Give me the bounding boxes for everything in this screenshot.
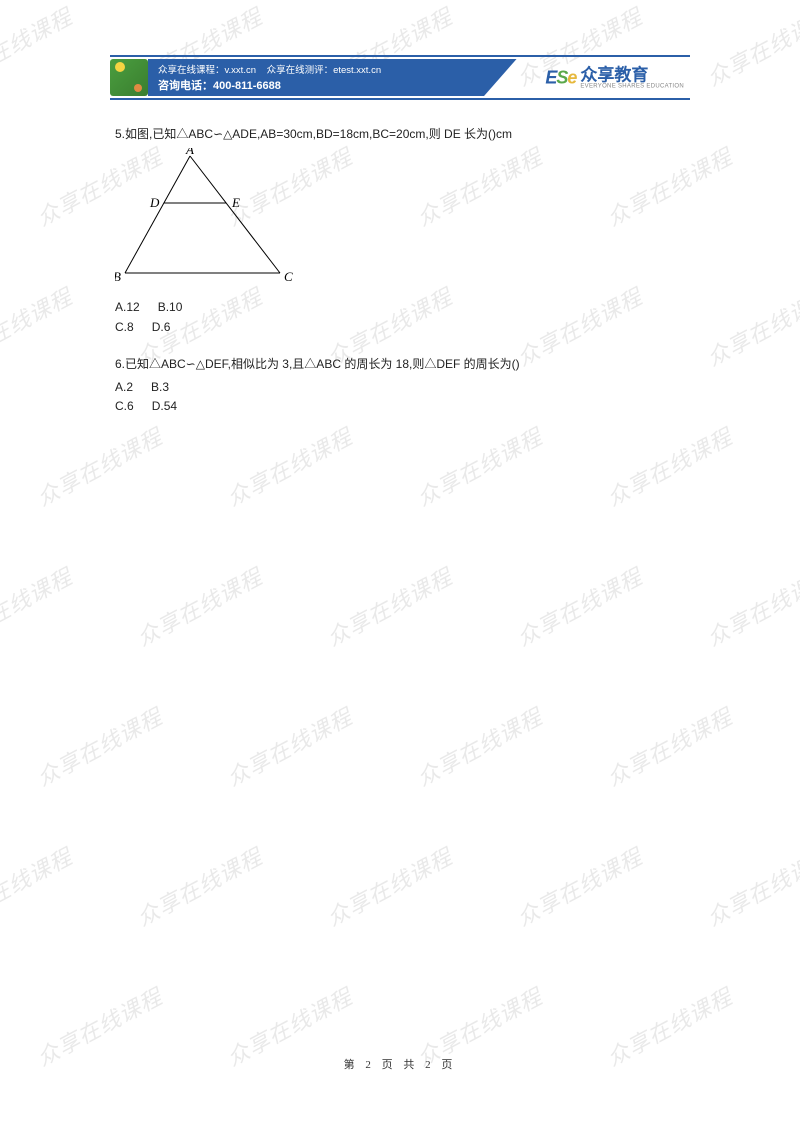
watermark-text: 众享在线课程	[411, 699, 548, 792]
svg-text:B: B	[115, 269, 121, 284]
watermark-text: 众享在线课程	[131, 839, 268, 932]
q6-options-row2: C.6 D.54	[115, 397, 685, 416]
banner-line1-right: 众享在线测评：etest.xxt.cn	[267, 65, 382, 76]
q5-options-row1: A.12 B.10	[115, 298, 685, 317]
q5-optD: D.6	[152, 318, 171, 337]
watermark-text: 众享在线课程	[791, 419, 800, 512]
banner-puzzle-icon	[110, 59, 148, 96]
watermark-text: 众享在线课程	[511, 839, 648, 932]
page-footer: 第 2 页 共 2 页	[0, 1056, 800, 1072]
watermark-text: 众享在线课程	[0, 559, 77, 652]
watermark-text: 众享在线课程	[791, 139, 800, 232]
watermark-text: 众享在线课程	[0, 279, 77, 372]
watermark-text: 众享在线课程	[701, 839, 800, 932]
q5-optC: C.8	[115, 318, 134, 337]
watermark-text: 众享在线课程	[791, 699, 800, 792]
header-banner: 众享在线课程：v.xxt.cn 众享在线测评：etest.xxt.cn 咨询电话…	[110, 55, 690, 100]
watermark-text: 众享在线课程	[601, 699, 738, 792]
watermark-text: 众享在线课程	[701, 279, 800, 372]
q5-text: 5.如图,已知△ABC∽△ADE,AB=30cm,BD=18cm,BC=20cm…	[115, 125, 685, 144]
svg-text:E: E	[231, 195, 240, 210]
q6-optD: D.54	[152, 397, 177, 416]
q6-optB: B.3	[151, 378, 169, 397]
watermark-text: 众享在线课程	[221, 699, 358, 792]
q5-options-row2: C.8 D.6	[115, 318, 685, 337]
watermark-text: 众享在线课程	[511, 559, 648, 652]
watermark-text: 众享在线课程	[321, 839, 458, 932]
q6-optA: A.2	[115, 378, 133, 397]
q5-optA: A.12	[115, 298, 140, 317]
ese-logo: ESe	[545, 67, 576, 88]
banner-brand: ESe 众享教育 EVERYONE SHARES EDUCATION	[545, 66, 684, 89]
watermark-text: 众享在线课程	[131, 559, 268, 652]
svg-text:C: C	[284, 269, 293, 284]
question-5: 5.如图,已知△ABC∽△ADE,AB=30cm,BD=18cm,BC=20cm…	[115, 125, 685, 337]
content-area: 5.如图,已知△ABC∽△ADE,AB=30cm,BD=18cm,BC=20cm…	[115, 125, 685, 434]
q6-options-row1: A.2 B.3	[115, 378, 685, 397]
watermark-text: 众享在线课程	[701, 559, 800, 652]
q5-optB: B.10	[158, 298, 183, 317]
question-6: 6.已知△ABC∽△DEF,相似比为 3,且△ABC 的周长为 18,则△DEF…	[115, 355, 685, 417]
q5-figure: A B C D E	[115, 148, 685, 294]
watermark-text: 众享在线课程	[701, 0, 800, 93]
brand-cn: 众享教育	[580, 66, 684, 83]
q6-text: 6.已知△ABC∽△DEF,相似比为 3,且△ABC 的周长为 18,则△DEF…	[115, 355, 685, 374]
watermark-text: 众享在线课程	[0, 0, 77, 93]
banner-line1-left: 众享在线课程：v.xxt.cn	[158, 65, 256, 76]
q6-optC: C.6	[115, 397, 134, 416]
svg-text:D: D	[149, 195, 160, 210]
watermark-text: 众享在线课程	[31, 699, 168, 792]
watermark-text: 众享在线课程	[321, 559, 458, 652]
watermark-text: 众享在线课程	[0, 839, 77, 932]
brand-sub: EVERYONE SHARES EDUCATION	[580, 83, 684, 89]
svg-text:A: A	[185, 148, 194, 157]
